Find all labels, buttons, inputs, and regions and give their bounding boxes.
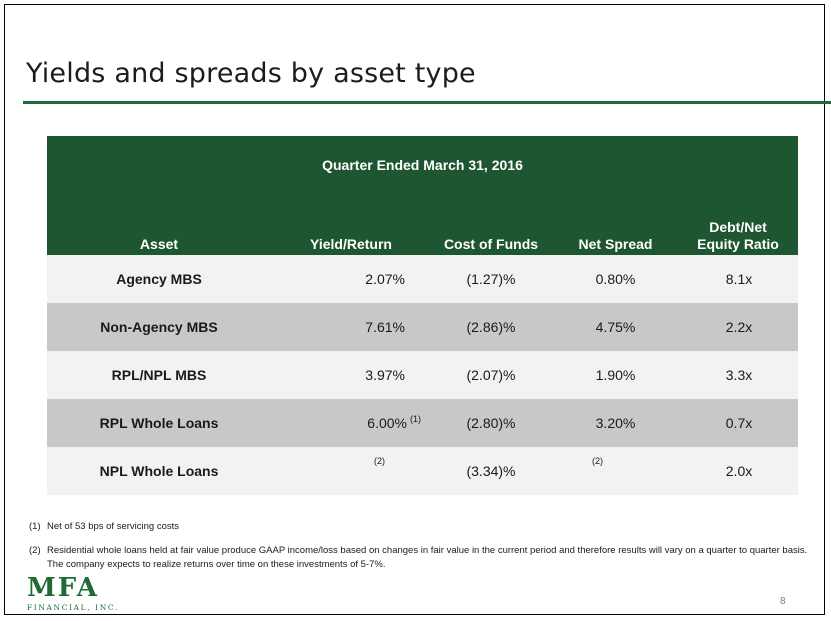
spread-cell: 1.90% [595,367,636,383]
logo-subtitle: FINANCIAL, INC. [27,603,119,612]
ratio-cell: 2.0x [725,463,753,479]
yield-cell: 3.97% [365,367,405,383]
asset-cell: RPL/NPL MBS [111,367,207,383]
footnotes: (1) Net of 53 bps of servicing costs (2)… [29,520,809,582]
table-row: Non-Agency MBS 7.61% (2.86)% 4.75% 2.2x [47,303,798,351]
ratio-cell: 8.1x [725,271,753,287]
mfa-logo: MFA FINANCIAL, INC. [27,573,131,613]
col-header-spread: Net Spread [578,236,653,252]
yield-footnote-marker: (2) [374,456,385,466]
period-heading: Quarter Ended March 31, 2016 [322,157,523,173]
asset-cell: NPL Whole Loans [99,463,219,479]
cost-cell: (2.07)% [466,367,516,383]
col-header-ratio: Debt/Net Equity Ratio [697,219,779,252]
col-header-asset: Asset [139,236,179,252]
spread-cell: 3.20% [595,415,636,431]
footnote-text: Residential whole loans held at fair val… [47,545,808,570]
table-row: RPL Whole Loans 6.00% (1) (2.80)% 3.20% 0… [47,399,798,447]
asset-cell: Non-Agency MBS [100,319,218,335]
footnote-2: (2) Residential whole loans held at fair… [29,544,809,572]
footnote-number: (1) [29,521,41,532]
yield-cell: 2.07% [365,271,405,287]
cost-cell: (1.27)% [466,271,516,287]
yields-table: Quarter Ended March 31, 2016 Asset Yield… [47,136,798,495]
spread-footnote-marker: (2) [592,456,603,466]
logo-wordmark: MFA [27,573,99,603]
ratio-cell: 3.3x [725,367,753,383]
cost-cell: (2.80)% [466,415,516,431]
table-row: NPL Whole Loans (2) (3.34)% (2) 2.0x [47,447,798,495]
spread-cell: 4.75% [595,319,636,335]
footnote-1: (1) Net of 53 bps of servicing costs [29,520,809,534]
footnote-text: Net of 53 bps of servicing costs [47,521,180,532]
column-headers: Asset Yield/Return Cost of Funds Net Spr… [47,213,798,253]
cost-cell: (2.86)% [466,319,516,335]
table-row: RPL/NPL MBS 3.97% (2.07)% 1.90% 3.3x [47,351,798,399]
slide: Yields and spreads by asset type Quarter… [4,4,831,615]
spread-cell: 0.80% [595,271,636,287]
table-header: Quarter Ended March 31, 2016 Asset Yield… [47,136,798,255]
footnote-number: (2) [29,545,41,556]
col-header-cost: Cost of Funds [443,236,539,252]
asset-cell: RPL Whole Loans [99,415,219,431]
yield-footnote-marker: (1) [410,414,421,424]
title-rule [23,101,831,104]
slide-title: Yields and spreads by asset type [26,58,476,89]
yield-cell: 6.00% (1) [271,399,421,447]
ratio-cell: 2.2x [725,319,753,335]
ratio-cell: 0.7x [725,415,753,431]
asset-cell: Agency MBS [116,271,202,287]
table-row: Agency MBS 2.07% (1.27)% 0.80% 8.1x [47,255,798,303]
yield-value: 6.00% [367,415,407,431]
cost-cell: (3.34)% [466,463,516,479]
yield-cell: 7.61% [365,319,405,335]
col-header-yield: Yield/Return [310,236,392,252]
page-number: 8 [780,596,786,607]
